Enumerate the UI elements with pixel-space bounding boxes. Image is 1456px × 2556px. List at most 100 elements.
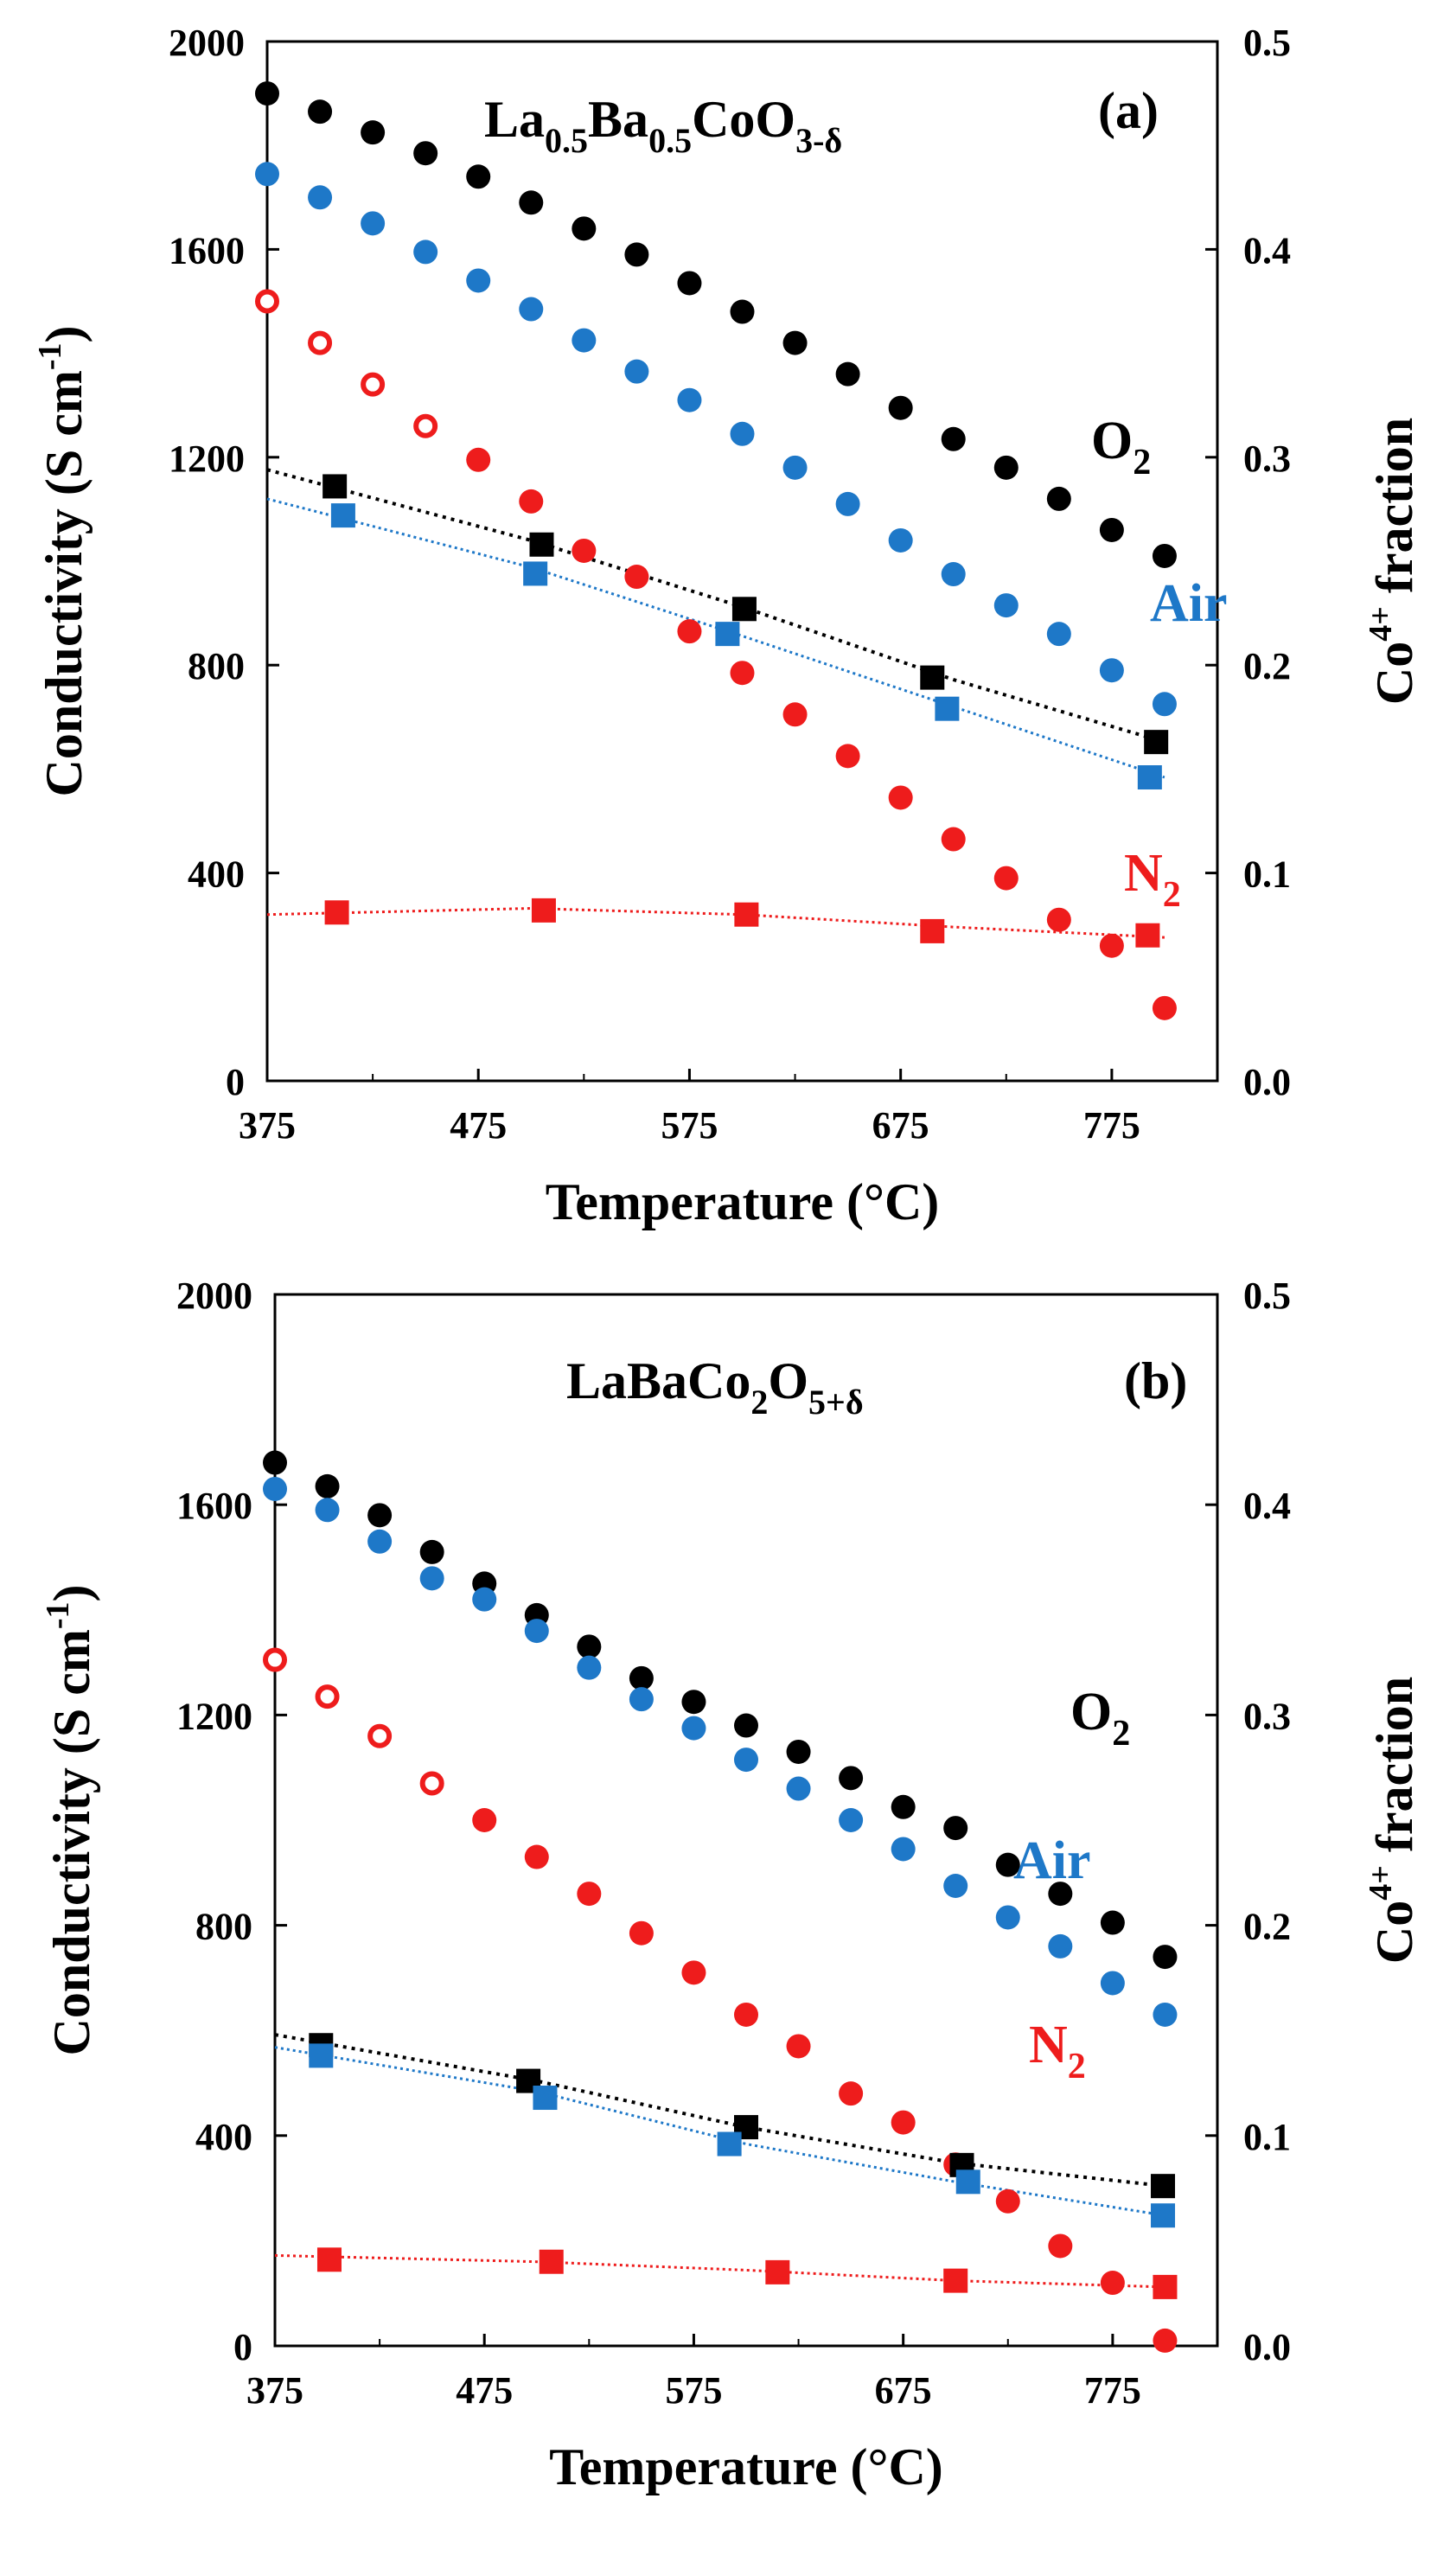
conductivity-point-n2	[993, 866, 1019, 891]
conductivity-point-o2	[941, 426, 966, 451]
conductivity-point-air	[624, 359, 649, 384]
conductivity-point-air	[681, 1716, 706, 1741]
gas-label-air: Air	[1013, 1831, 1091, 1890]
conductivity-point-air	[413, 240, 438, 265]
x-axis-title: Temperature (°C)	[546, 1173, 940, 1230]
co4-point-air	[309, 2043, 334, 2068]
conductivity-point-air	[572, 328, 597, 353]
gas-label-o2: O2	[1070, 1683, 1130, 1754]
conductivity-point-o2	[891, 1794, 916, 1819]
conductivity-point-o2	[730, 299, 755, 324]
fit-line-air	[266, 497, 1165, 779]
conductivity-point-air	[315, 1498, 340, 1523]
conductivity-point-o2	[943, 1816, 968, 1841]
conductivity-point-n2	[367, 1723, 393, 1748]
y-axis-title: Conductivity (S cm-1)	[40, 1585, 100, 2056]
conductivity-point-o2	[361, 120, 386, 145]
conductivity-point-o2	[367, 1503, 393, 1528]
co4-point-n2	[734, 902, 759, 927]
y2-tick-label: 0.2	[1243, 1906, 1291, 1948]
plot-frame	[273, 1293, 1219, 2348]
conductivity-point-air	[472, 1587, 497, 1612]
y2-tick-label: 0.3	[1243, 438, 1291, 480]
conductivity-point-n2	[315, 1684, 340, 1709]
y2-tick-label: 0.1	[1243, 853, 1291, 896]
x-tick-label: 475	[450, 1104, 507, 1147]
y-tick-label: 400	[195, 2116, 252, 2158]
conductivity-point-n2	[624, 565, 649, 590]
y2-tick-label: 0.3	[1243, 1695, 1291, 1737]
fit-line-air	[274, 2046, 1165, 2217]
conductivity-point-o2	[629, 1665, 654, 1690]
conductivity-point-n2	[888, 785, 913, 810]
conductivity-point-n2	[891, 2110, 916, 2135]
conductivity-point-o2	[1046, 486, 1071, 511]
conductivity-point-n2	[1153, 2328, 1178, 2353]
x-tick-label: 375	[246, 2369, 303, 2412]
co4-point-o2	[1151, 2174, 1176, 2199]
y2-tick-label: 0.4	[1243, 1485, 1291, 1527]
y-tick-label: 0	[226, 1061, 245, 1103]
co4-point-o2	[920, 665, 945, 690]
conductivity-point-o2	[308, 99, 333, 125]
conductivity-point-o2	[734, 1713, 758, 1738]
conductivity-point-o2	[1153, 1945, 1178, 1970]
gas-label-n2: N2	[1124, 844, 1181, 915]
x-tick-label: 375	[239, 1104, 296, 1147]
conductivity-point-n2	[519, 489, 544, 514]
conductivity-point-n2	[524, 1844, 549, 1869]
y-tick-label: 1200	[169, 438, 245, 480]
conductivity-point-n2	[730, 661, 755, 686]
conductivity-point-n2	[629, 1920, 654, 1946]
conductivity-point-n2	[1048, 2233, 1073, 2259]
co4-point-air	[330, 503, 355, 528]
panel-label: (b)	[1124, 1352, 1187, 1409]
conductivity-point-n2	[472, 1808, 497, 1832]
chart-title: LaBaCo2O5+δ	[566, 1352, 864, 1422]
y-tick-label: 800	[188, 645, 245, 687]
conductivity-point-air	[888, 527, 913, 553]
conductivity-point-n2	[677, 619, 702, 644]
conductivity-point-n2	[466, 447, 491, 472]
y2-tick-label: 0.4	[1243, 229, 1291, 272]
conductivity-point-n2	[577, 1882, 602, 1907]
chart-panel-b: 0 400 800 1200 1600 2000 0.0 0.1 0.2 0.3 0.4 0.5 375…	[40, 1275, 1423, 2495]
gas-label-n2: N2	[1029, 2016, 1086, 2086]
conductivity-point-air	[629, 1687, 654, 1712]
conductivity-point-o2	[624, 242, 649, 267]
plot-frame	[265, 40, 1219, 1083]
conductivity-point-o2	[577, 1634, 602, 1659]
co4-point-air	[1151, 2203, 1176, 2228]
fit-line-o2	[266, 468, 1165, 744]
co4-point-air	[533, 2086, 558, 2111]
conductivity-point-o2	[255, 81, 279, 106]
conductivity-point-air	[1153, 2002, 1178, 2027]
conductivity-point-o2	[782, 330, 808, 355]
conductivity-point-air	[524, 1619, 549, 1644]
conductivity-point-n2	[361, 372, 386, 397]
co4-point-n2	[324, 900, 349, 925]
conductivity-point-air	[419, 1566, 444, 1591]
conductivity-point-n2	[835, 744, 860, 769]
y2-tick-label: 0.1	[1243, 2116, 1291, 2158]
conductivity-point-n2	[308, 330, 333, 355]
conductivity-point-o2	[888, 395, 913, 420]
conductivity-point-air	[730, 421, 755, 446]
conductivity-point-air	[1152, 692, 1177, 717]
y2-axis-title: Co4+ fraction	[1363, 1677, 1423, 1964]
conductivity-point-o2	[263, 1450, 287, 1475]
conductivity-point-air	[367, 1529, 393, 1554]
co4-point-n2	[1153, 2274, 1178, 2299]
co4-point-air	[717, 2131, 742, 2157]
chart-panel-a: 0 400 800 1200 1600 2000 0.0 0.1 0.2 0.3 0.4 0.5 375…	[32, 22, 1423, 1230]
co4-point-air	[1137, 765, 1162, 790]
y2-tick-label: 0.0	[1243, 2326, 1291, 2368]
conductivity-point-air	[782, 455, 808, 480]
conductivity-point-n2	[839, 2081, 864, 2106]
conductivity-point-o2	[995, 1852, 1020, 1877]
y-tick-label: 1200	[176, 1695, 252, 1737]
conductivity-point-n2	[995, 2189, 1020, 2214]
co4-point-o2	[322, 474, 348, 499]
co4-point-n2	[531, 898, 556, 923]
